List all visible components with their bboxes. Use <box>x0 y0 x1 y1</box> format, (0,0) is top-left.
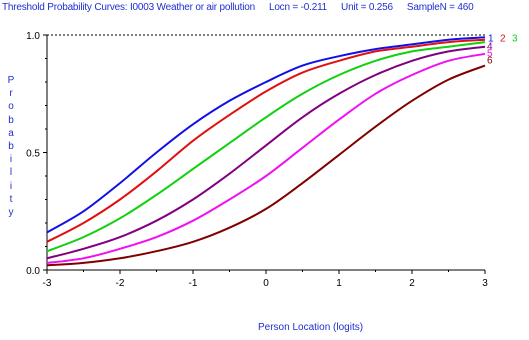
y-axis-label-letter: P <box>7 75 15 86</box>
x-tick-label: 1 <box>336 278 342 289</box>
y-tick-label: 0.5 <box>26 149 40 160</box>
title-locn: Locn = -0.211 <box>268 2 328 13</box>
title-unit: Unit = 0.256 <box>341 2 393 13</box>
series-line-1 <box>46 36 486 234</box>
y-axis-label-letter: o <box>8 101 14 113</box>
x-axis-label: Person Location (logits) <box>258 322 364 333</box>
y-axis-label-letter: t <box>9 193 13 205</box>
title-text: Threshold Probability Curves: I0003 Weat… <box>2 2 255 13</box>
series-line-6 <box>46 64 486 267</box>
y-axis-label-letter: y <box>8 207 14 219</box>
y-axis-label-letter: b <box>8 141 14 153</box>
x-tick-label: 3 <box>482 278 488 289</box>
series-end-label-3: 3 <box>512 33 518 44</box>
series-end-label-5: 5 <box>487 49 493 60</box>
y-tick-label: 0.0 <box>26 266 40 277</box>
x-tick-label: 2 <box>409 278 415 289</box>
y-axis-label-letter: i <box>9 154 13 166</box>
series-end-label-2: 2 <box>500 33 506 44</box>
series-end-label-6: 6 <box>487 56 493 67</box>
x-tick-label: -2 <box>116 278 125 289</box>
y-axis-label-letter: b <box>8 114 14 126</box>
y-axis-label-letter: r <box>9 88 13 100</box>
y-axis-label-letter: i <box>9 180 13 192</box>
y-axis-label: P r o b a b i l i t y <box>4 74 18 219</box>
series-line-3 <box>46 41 486 253</box>
series-end-label-1: 1 <box>488 33 494 44</box>
y-tick-label: 1.0 <box>26 31 40 42</box>
series-line-4 <box>46 45 486 260</box>
y-axis-label-letter: a <box>8 127 14 139</box>
x-tick-label: 0 <box>263 278 269 289</box>
series-end-label-4: 4 <box>487 42 493 53</box>
series-line-5 <box>46 52 486 264</box>
x-tick-label: -3 <box>43 278 52 289</box>
y-axis-label-letter: l <box>9 167 13 179</box>
x-tick-label: -1 <box>189 278 198 289</box>
chart-title: Threshold Probability Curves: I0003 Weat… <box>2 2 487 13</box>
title-samplen: SampleN = 460 <box>406 2 474 13</box>
series-line-2 <box>46 38 486 243</box>
